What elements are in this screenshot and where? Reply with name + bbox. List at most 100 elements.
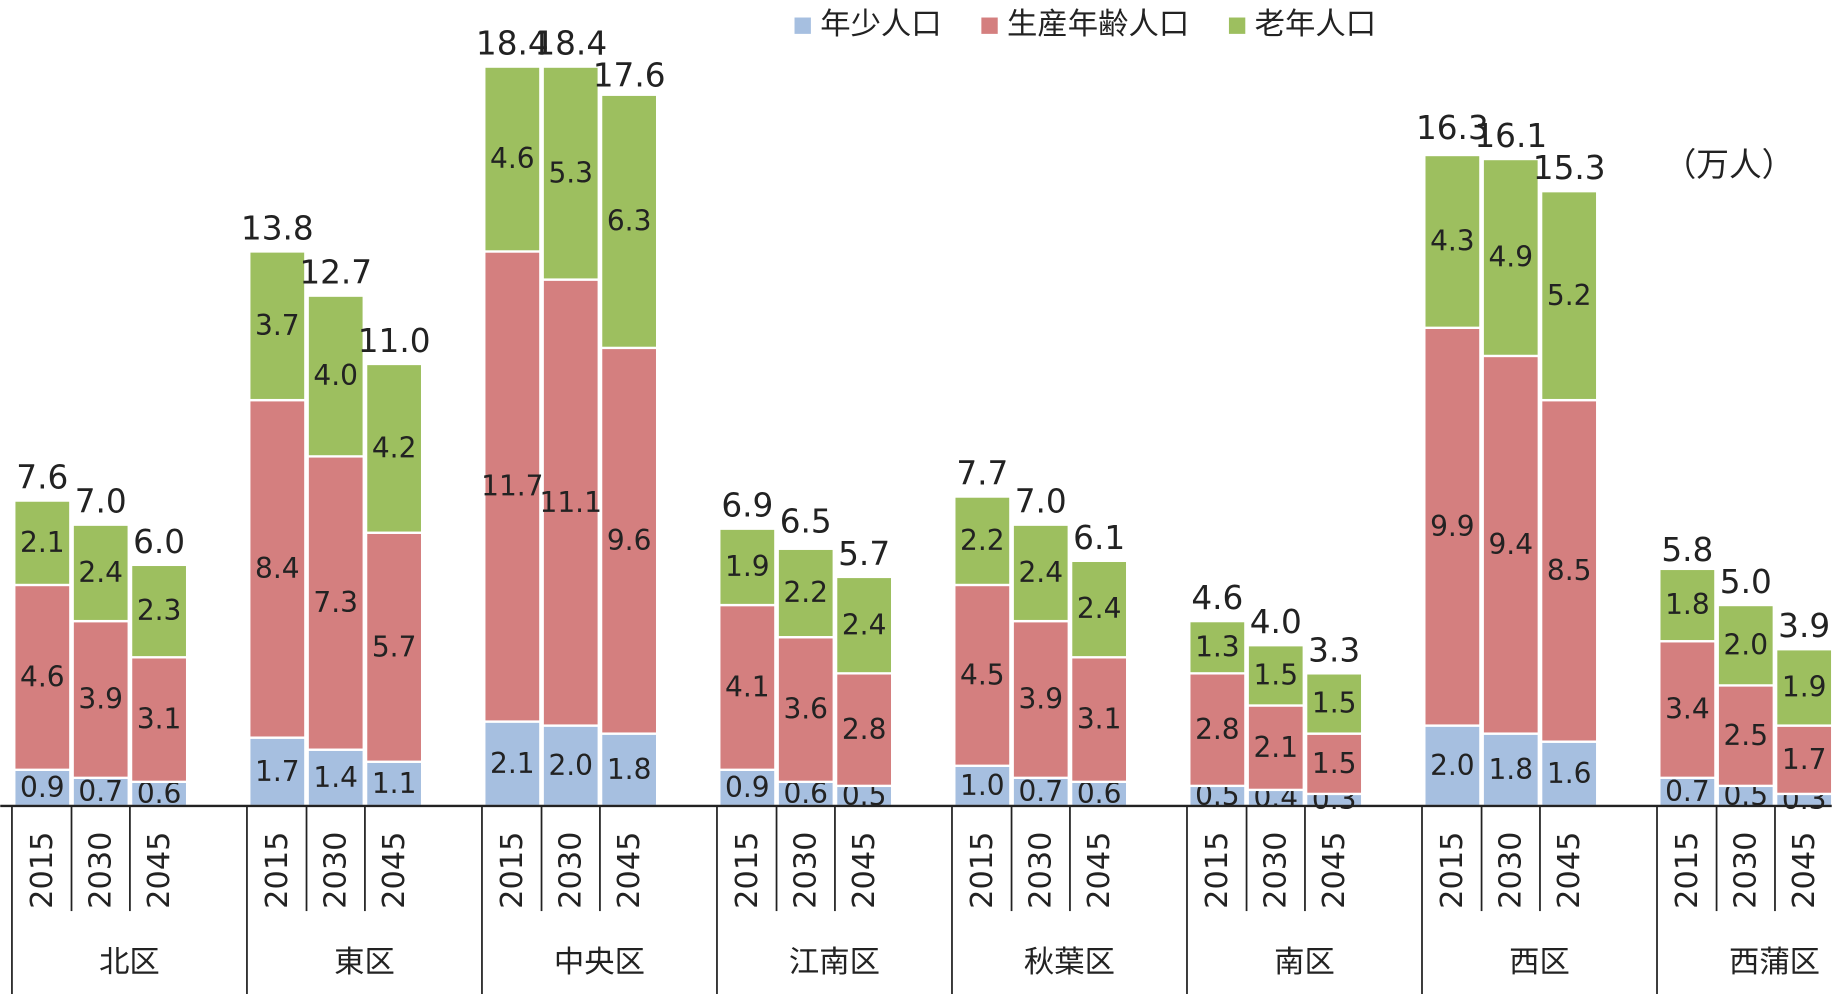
x-tick-label: 2030 <box>83 832 118 909</box>
value-label: 9.9 <box>1430 510 1475 543</box>
bar-segment <box>13 583 72 771</box>
value-label: 4.3 <box>1430 225 1475 258</box>
bar-segment <box>129 656 189 784</box>
value-label: 2.0 <box>1430 749 1475 782</box>
value-label: 2.1 <box>20 526 65 559</box>
total-label: 12.7 <box>299 254 372 292</box>
value-label: 1.6 <box>1547 757 1592 790</box>
bar-segment <box>541 278 600 727</box>
value-label: 0.7 <box>1665 775 1710 808</box>
total-label: 6.9 <box>721 487 773 525</box>
total-label: 6.5 <box>780 503 832 541</box>
value-label: 3.6 <box>783 693 828 726</box>
value-label: 1.8 <box>1488 753 1533 786</box>
legend-label: 老年人口 <box>1255 7 1376 42</box>
x-tick-label: 2030 <box>553 832 588 909</box>
value-label: 5.7 <box>372 630 417 663</box>
bar-segment <box>834 575 894 675</box>
total-label: 18.4 <box>476 25 549 63</box>
bar-segment <box>1658 567 1717 643</box>
value-label: 1.1 <box>372 767 417 800</box>
x-tick-label: 2015 <box>730 832 765 909</box>
value-label: 6.3 <box>607 204 652 237</box>
x-tick-label: 2015 <box>495 832 530 909</box>
bar-segment <box>1069 656 1129 784</box>
value-label: 8.4 <box>255 552 300 585</box>
x-tick-label: 2030 <box>1023 832 1058 909</box>
value-label: 1.4 <box>313 761 358 794</box>
value-label: 1.9 <box>725 550 770 583</box>
value-label: 8.5 <box>1547 554 1592 587</box>
x-tick-label: 2015 <box>1435 832 1470 909</box>
bar-segment <box>834 672 894 788</box>
x-tick-label: 2045 <box>1317 832 1352 909</box>
bar-segment <box>71 619 130 779</box>
total-label: 7.6 <box>16 459 68 497</box>
bar-segment <box>599 732 659 808</box>
value-label: 9.6 <box>607 524 652 557</box>
bar-segment <box>1774 648 1832 727</box>
group-label: 北区 <box>99 945 160 980</box>
value-label: 4.2 <box>372 432 417 465</box>
bar-segment <box>1539 398 1599 743</box>
total-label: 4.6 <box>1191 579 1243 617</box>
value-label: 4.1 <box>725 671 770 704</box>
bar-segment <box>776 636 835 784</box>
value-label: 1.7 <box>1782 743 1827 776</box>
bar-segment <box>248 250 307 402</box>
group-label: 中央区 <box>554 945 645 980</box>
value-label: 4.6 <box>490 142 535 175</box>
total-label: 5.8 <box>1661 531 1713 569</box>
value-label: 0.9 <box>20 771 65 804</box>
total-label: 13.8 <box>241 209 314 247</box>
value-label: 2.1 <box>490 747 535 780</box>
x-tick-label: 2030 <box>1258 832 1293 909</box>
value-label: 1.5 <box>1312 687 1357 720</box>
value-label: 2.5 <box>1723 719 1768 752</box>
legend-swatch <box>794 17 811 34</box>
value-label: 0.7 <box>78 775 123 808</box>
x-tick-label: 2045 <box>847 832 882 909</box>
x-tick-label: 2045 <box>1787 832 1822 909</box>
group-label: 東区 <box>334 945 395 980</box>
bar-segment <box>1423 326 1482 727</box>
legend-label: 年少人口 <box>820 7 941 42</box>
bar-segment <box>1069 780 1129 808</box>
value-label: 1.3 <box>1195 630 1240 663</box>
x-tick-label: 2015 <box>1200 832 1235 909</box>
x-tick-label: 2015 <box>965 832 1000 909</box>
value-label: 11.7 <box>481 470 543 503</box>
total-label: 3.3 <box>1308 631 1360 669</box>
bar-segment <box>1423 153 1482 329</box>
bar-segment <box>1423 724 1482 808</box>
value-label: 2.4 <box>842 608 887 641</box>
x-tick-label: 2030 <box>1493 832 1528 909</box>
total-label: 6.1 <box>1073 519 1125 557</box>
value-label: 1.0 <box>960 769 1005 802</box>
x-tick-label: 2030 <box>1728 832 1763 909</box>
value-label: 0.7 <box>1018 775 1063 808</box>
total-label: 5.7 <box>838 535 890 573</box>
value-label: 4.0 <box>313 359 358 392</box>
value-label: 3.9 <box>1018 683 1063 716</box>
x-tick-label: 2045 <box>142 832 177 909</box>
total-label: 17.6 <box>593 57 666 95</box>
bar-segment <box>1304 672 1364 735</box>
value-label: 2.8 <box>842 713 887 746</box>
x-tick-label: 2015 <box>25 832 60 909</box>
total-label: 7.0 <box>75 483 127 521</box>
value-label: 3.9 <box>78 683 123 716</box>
total-label: 4.0 <box>1250 603 1302 641</box>
value-label: 2.3 <box>137 594 182 627</box>
value-label: 0.9 <box>725 771 770 804</box>
value-label: 2.4 <box>1018 556 1063 589</box>
value-label: 9.4 <box>1488 528 1533 561</box>
bar-segment <box>776 547 835 639</box>
group-label: 西区 <box>1509 945 1570 980</box>
bar-segment <box>1069 559 1129 659</box>
x-tick-label: 2045 <box>1552 832 1587 909</box>
bar-segment <box>129 563 189 659</box>
bar-segment <box>718 527 777 607</box>
value-label: 2.2 <box>783 576 828 609</box>
x-tick-label: 2015 <box>1670 832 1705 909</box>
